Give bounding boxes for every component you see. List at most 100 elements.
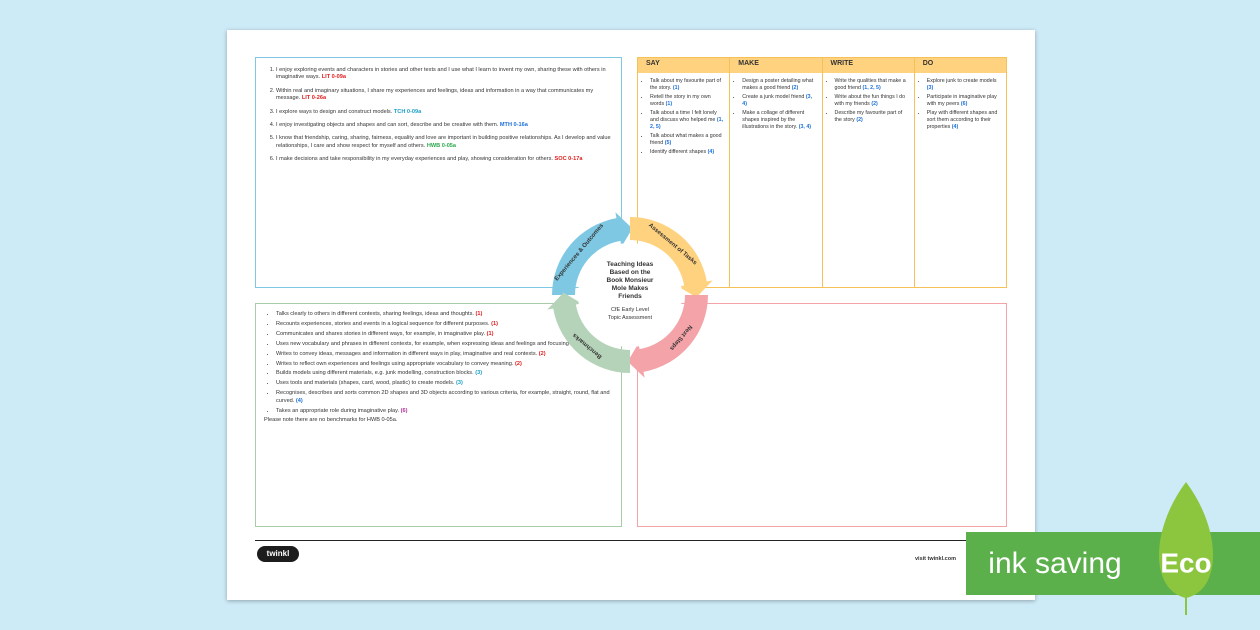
benchmark-text: Writes to reflect own experiences and fe… [276, 360, 514, 367]
task-text: Retell the story in my own words [650, 94, 711, 107]
benchmark: Communicates and shares stories in diffe… [276, 331, 613, 338]
task-ref: (4) [707, 149, 715, 156]
benchmark-ref: (1) [491, 320, 498, 327]
task-item: Write the qualities that make a good fri… [835, 78, 910, 92]
benchmark-ref: (2) [515, 360, 522, 367]
task-text: Write about the fun things I do with my … [834, 94, 906, 107]
cycle-title: Teaching Ideas Based on the Book Monsieur M… [607, 261, 654, 300]
benchmark-ref: (6) [400, 407, 408, 414]
footer-link: visit twinkl.com [915, 556, 956, 562]
task-list: Talk about my favourite part of the stor… [638, 73, 729, 156]
task-ref: (3, 4) [798, 123, 812, 130]
outcome-text: I explore ways to design and construct m… [276, 108, 393, 115]
benchmark-text: Uses new vocabulary and phrases in diffe… [276, 340, 586, 347]
task-item: Play with different shapes and sort them… [927, 110, 1002, 130]
cycle-arrow [547, 292, 630, 373]
task-text: Participate in imaginative play with my … [926, 94, 997, 107]
outcome-code: HWB 0-05a [426, 142, 457, 149]
task-ref: (3) [926, 84, 934, 91]
cycle-title-line: Mole Makes [612, 285, 649, 292]
task-column: SAY Talk about my favourite part of the s… [638, 58, 730, 287]
task-text: Design a poster detailing what makes a g… [742, 78, 814, 91]
task-text: Talk about a time I felt lonely and disc… [650, 110, 717, 123]
benchmark-ref: (3) [475, 370, 483, 377]
benchmark-text: Recounts experiences, stories and events… [276, 320, 490, 327]
cycle-arrow [630, 217, 713, 298]
task-ref: (2) [856, 116, 863, 123]
task-item: Write about the fun things I do with my … [835, 94, 910, 108]
cycle-arrow [627, 295, 708, 378]
benchmark-text: Communicates and shares stories in diffe… [276, 330, 486, 337]
task-item: Talk about my favourite part of the stor… [650, 78, 725, 92]
task-item: Design a poster detailing what makes a g… [742, 78, 817, 92]
outcome: I know that friendship, caring, sharing,… [276, 135, 613, 150]
benchmark-ref: (3) [456, 380, 463, 387]
outcome-text: Within real and imaginary situations, I … [276, 87, 594, 102]
task-item: Make a collage of different shapes inspi… [742, 110, 817, 130]
outcome: I enjoy exploring events and characters … [276, 67, 613, 82]
task-text: Identify different shapes [650, 149, 707, 156]
task-list: Explore junk to create models (3) Partici… [915, 73, 1006, 131]
tasks-table: SAY Talk about my favourite part of the s… [637, 57, 1007, 288]
task-text: Describe my favourite part of the story [834, 110, 903, 123]
task-item: Describe my favourite part of the story … [835, 110, 910, 124]
benchmark-text: Talks clearly to others in different con… [276, 311, 474, 317]
benchmark-text: Writes to convey ideas, messages and inf… [276, 350, 538, 357]
outcome-text: I enjoy exploring events and characters … [276, 67, 606, 81]
task-text: Make a collage of different shapes inspi… [742, 110, 805, 130]
outcome-text: I enjoy investigating objects and shapes… [276, 122, 499, 129]
task-item: Identify different shapes (4) [650, 149, 725, 156]
task-item: Participate in imaginative play with my … [927, 94, 1002, 108]
task-heading: WRITE [822, 58, 914, 73]
task-item: Talk about what makes a good friend (5) [650, 133, 725, 147]
task-text: Talk about my favourite part of the stor… [650, 78, 721, 91]
task-heading: DO [914, 58, 1006, 73]
task-ref: (1, 2, 5) [862, 84, 881, 91]
outcome-code: MTH 0-16a [499, 122, 528, 129]
task-ref: (1) [672, 84, 680, 91]
task-column: DO Explore junk to create models (3) Parti… [913, 58, 1006, 287]
outcome-code: TCH 0-09a [393, 108, 422, 115]
outcome: I make decisions and take responsibility… [276, 156, 613, 163]
task-text: Play with different shapes and sort them… [926, 110, 998, 130]
task-column: WRITE Write the qualities that make a goo… [821, 58, 914, 287]
benchmark: Takes an appropriate role during imagina… [276, 408, 613, 415]
task-ref: (4) [951, 123, 959, 130]
task-item: Talk about a time I felt lonely and disc… [650, 110, 725, 130]
leaf [1159, 482, 1213, 598]
outcome: Within real and imaginary situations, I … [276, 88, 613, 103]
cycle-level: CfE Early Level [611, 307, 649, 313]
task-text: Create a junk model friend [742, 94, 805, 101]
footer-rule [255, 540, 1007, 541]
task-ref: (1) [665, 100, 673, 107]
benchmark-text: Uses tools and materials (shapes, card, … [276, 380, 455, 387]
task-ref: (6) [960, 100, 968, 107]
outcome-text: I know that friendship, caring, sharing,… [276, 135, 611, 149]
task-column: MAKE Design a poster detailing what makes… [729, 58, 822, 287]
benchmark: Talks clearly to others in different con… [276, 311, 613, 318]
outcome: I explore ways to design and construct m… [276, 109, 613, 116]
benchmark: Recounts experiences, stories and events… [276, 321, 613, 328]
benchmark-ref: (1) [486, 330, 494, 337]
benchmark-text: Builds models using different materials,… [276, 370, 474, 377]
cycle-subtitle: Topic Assessment [608, 315, 652, 321]
task-text: Talk about what makes a good friend [650, 133, 722, 146]
cycle-title-line: Teaching Ideas [607, 261, 654, 268]
task-item: Create a junk model friend (3, 4) [742, 94, 817, 108]
task-text: Write the qualities that make a good fri… [834, 78, 906, 91]
outcome-code: LIT 0-26a [301, 95, 327, 102]
badge-eco: Eco [1160, 547, 1211, 578]
benchmark-ref: (1) [475, 311, 483, 317]
benchmark: Writes to convey ideas, messages and inf… [276, 351, 613, 358]
cycle-title-line: Book Monsieur [607, 277, 654, 284]
benchmark-ref: (2) [538, 350, 546, 357]
outcome-text: I make decisions and take responsibility… [276, 156, 553, 163]
outcomes-list: I enjoy exploring events and characters … [264, 67, 613, 164]
badge-label: ink saving [988, 547, 1121, 580]
benchmark: Uses tools and materials (shapes, card, … [276, 380, 613, 387]
task-item: Retell the story in my own words (1) [650, 94, 725, 108]
benchmark: Writes to reflect own experiences and fe… [276, 361, 613, 368]
task-list: Write the qualities that make a good fri… [823, 73, 914, 124]
task-ref: (1, 2, 5) [650, 116, 724, 130]
cycle-arrow [552, 212, 633, 295]
